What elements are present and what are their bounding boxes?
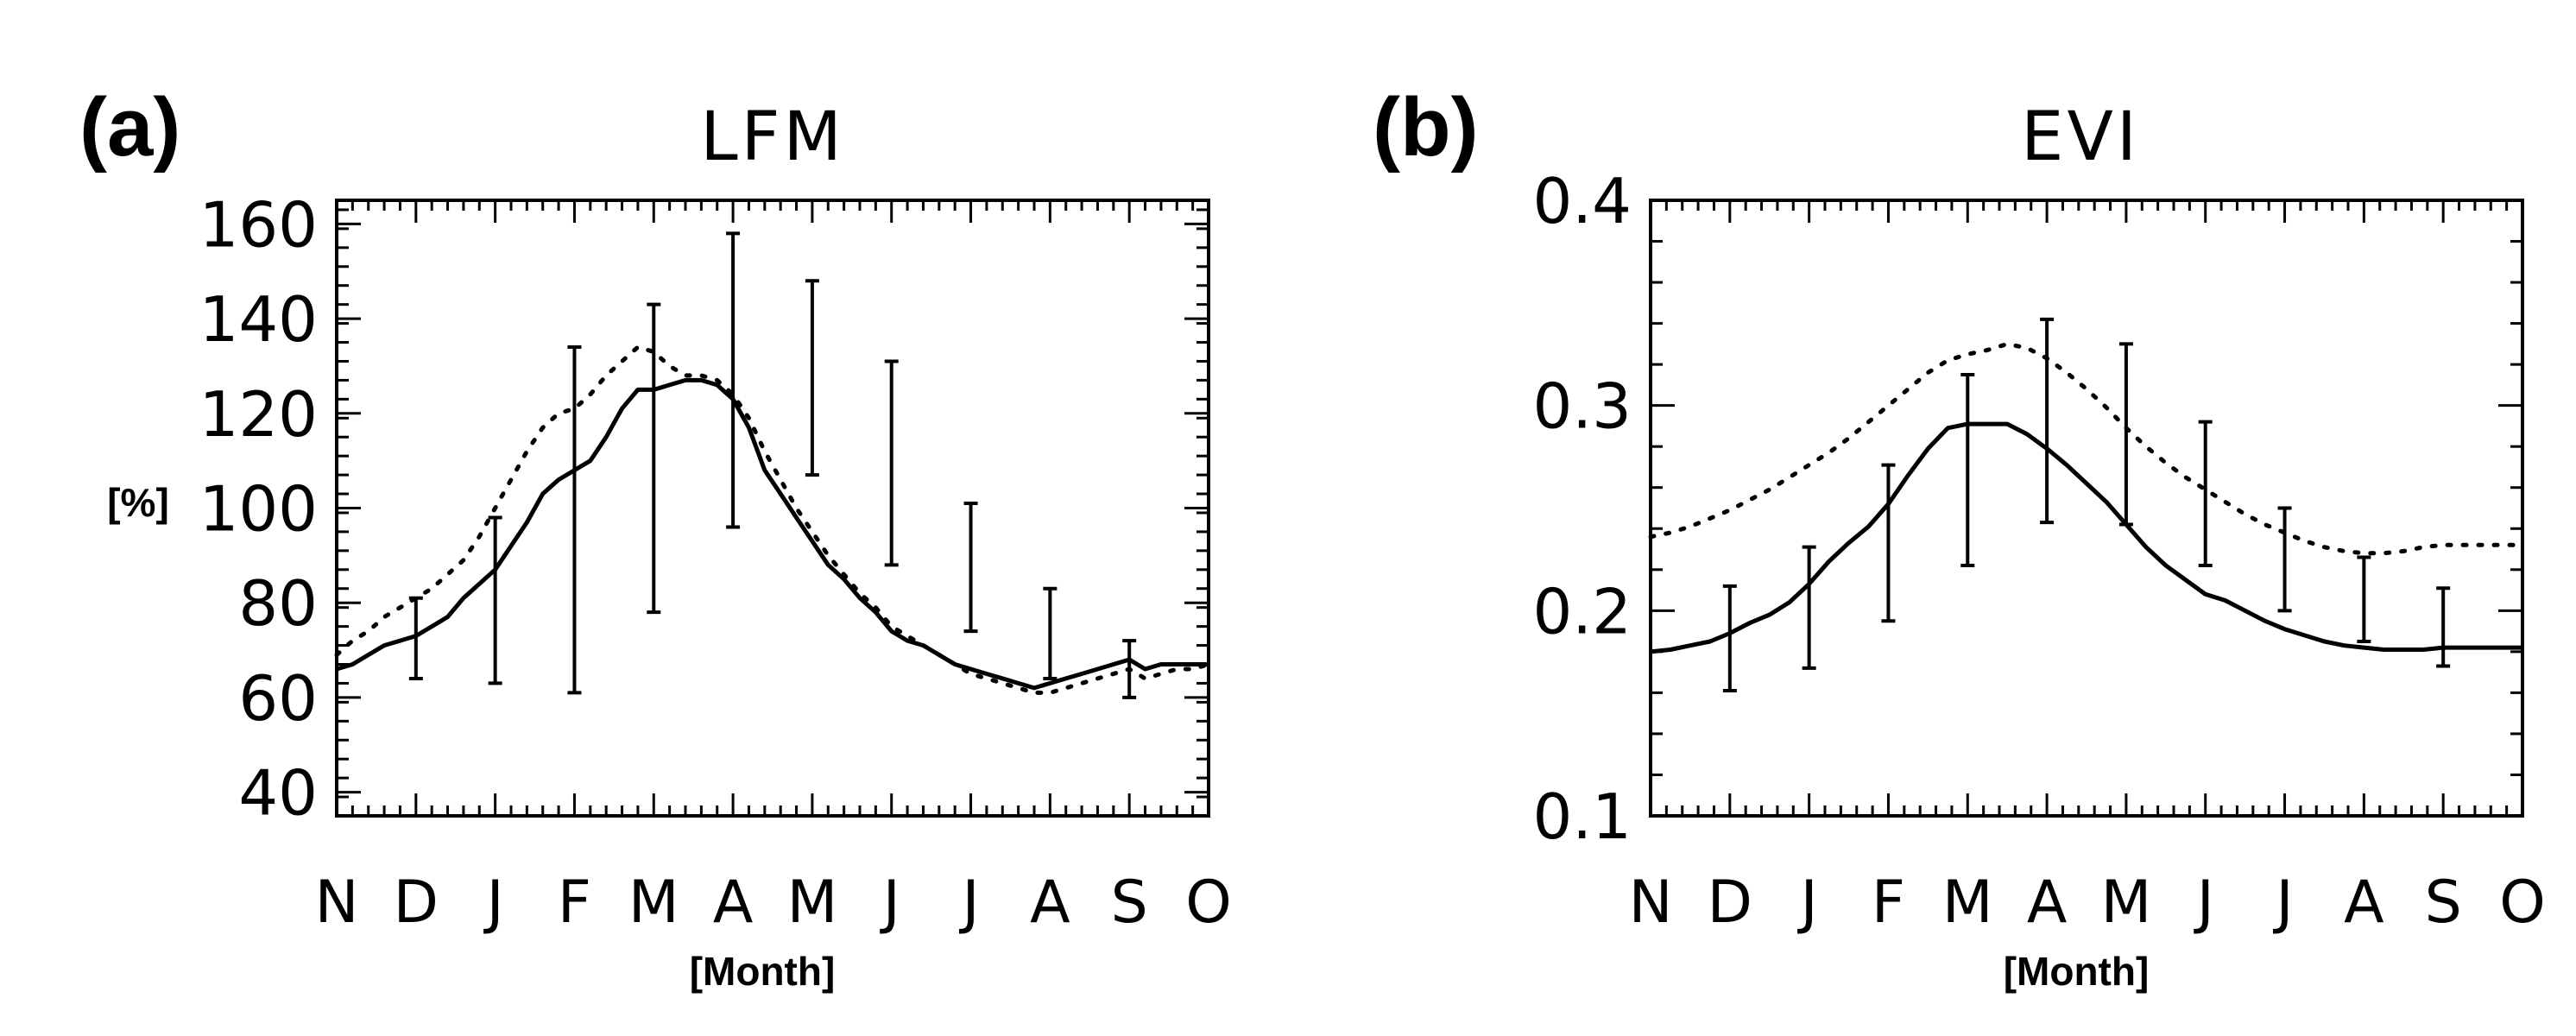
x-tick-label-a: A bbox=[1030, 869, 1070, 937]
plot-frame bbox=[1649, 199, 2524, 818]
panel-a: (a) LFM [%] [Month] 40 60 80 100 120 140 160 N D… bbox=[79, 81, 1232, 994]
y-tick-label: 60 bbox=[238, 662, 318, 735]
panel-b-plot-area: 0.10.20.30.4N D J F M A M J J A S O bbox=[1532, 165, 2545, 937]
x-tick-label-m: M bbox=[628, 869, 679, 937]
x-tick-label-j: J bbox=[959, 869, 980, 937]
panel-a-ylabel: [%] bbox=[107, 480, 169, 525]
x-tick-label-m: M bbox=[2101, 869, 2152, 937]
panel-a-xlabel: [Month] bbox=[690, 949, 836, 994]
x-tick-label-m: M bbox=[787, 869, 838, 937]
y-tick-label: 0.1 bbox=[1532, 780, 1632, 853]
y-tick-label: 0.3 bbox=[1532, 370, 1632, 443]
x-tick-label-d: D bbox=[394, 869, 439, 937]
x-tick-label-a: A bbox=[2027, 869, 2068, 937]
x-tick-label-o: O bbox=[1185, 869, 1232, 937]
y-tick-label: 100 bbox=[199, 473, 318, 546]
panel-b-title: EVI bbox=[2021, 98, 2140, 176]
y-tick-label: 120 bbox=[199, 378, 318, 451]
series-line-dotted bbox=[334, 344, 1211, 695]
y-tick-label: 160 bbox=[199, 188, 318, 261]
panel-b-xlabel: [Month] bbox=[2004, 949, 2150, 994]
panel-b-label: (b) bbox=[1373, 81, 1479, 174]
series-line-solid bbox=[336, 377, 1209, 691]
panel-a-label: (a) bbox=[79, 81, 180, 174]
x-tick-label-f: F bbox=[1872, 869, 1905, 937]
x-tick-label-a: A bbox=[713, 869, 754, 937]
x-tick-label-n: N bbox=[315, 869, 359, 937]
y-tick-label: 0.2 bbox=[1532, 575, 1632, 648]
x-tick-label-n: N bbox=[1629, 869, 1673, 937]
y-tick-label: 140 bbox=[199, 283, 318, 356]
plot-frame bbox=[335, 199, 1210, 818]
x-tick-label-j: J bbox=[2194, 869, 2214, 937]
x-tick-label-j: J bbox=[483, 869, 504, 937]
x-tick-label-o: O bbox=[2499, 869, 2546, 937]
x-tick-label-f: F bbox=[558, 869, 591, 937]
x-tick-label-m: M bbox=[1942, 869, 1993, 937]
panel-a-title: LFM bbox=[700, 98, 845, 176]
series-line-dotted bbox=[1648, 341, 2525, 556]
x-tick-label-j: J bbox=[880, 869, 900, 937]
x-tick-label-a: A bbox=[2344, 869, 2384, 937]
y-tick-label: 0.4 bbox=[1532, 165, 1632, 237]
panel-b: (b) EVI [Month] 0.10.20.30.4N D J F M A M J J A S O bbox=[1373, 81, 2546, 994]
series-line-solid bbox=[1650, 421, 2522, 654]
x-tick-label-d: D bbox=[1708, 869, 1752, 937]
y-tick-label: 40 bbox=[238, 757, 318, 830]
x-tick-label-s: S bbox=[2425, 869, 2462, 937]
x-tick-label-j: J bbox=[2273, 869, 2294, 937]
y-tick-label: 80 bbox=[238, 567, 318, 640]
x-tick-label-s: S bbox=[1111, 869, 1148, 937]
x-tick-label-j: J bbox=[1797, 869, 1818, 937]
